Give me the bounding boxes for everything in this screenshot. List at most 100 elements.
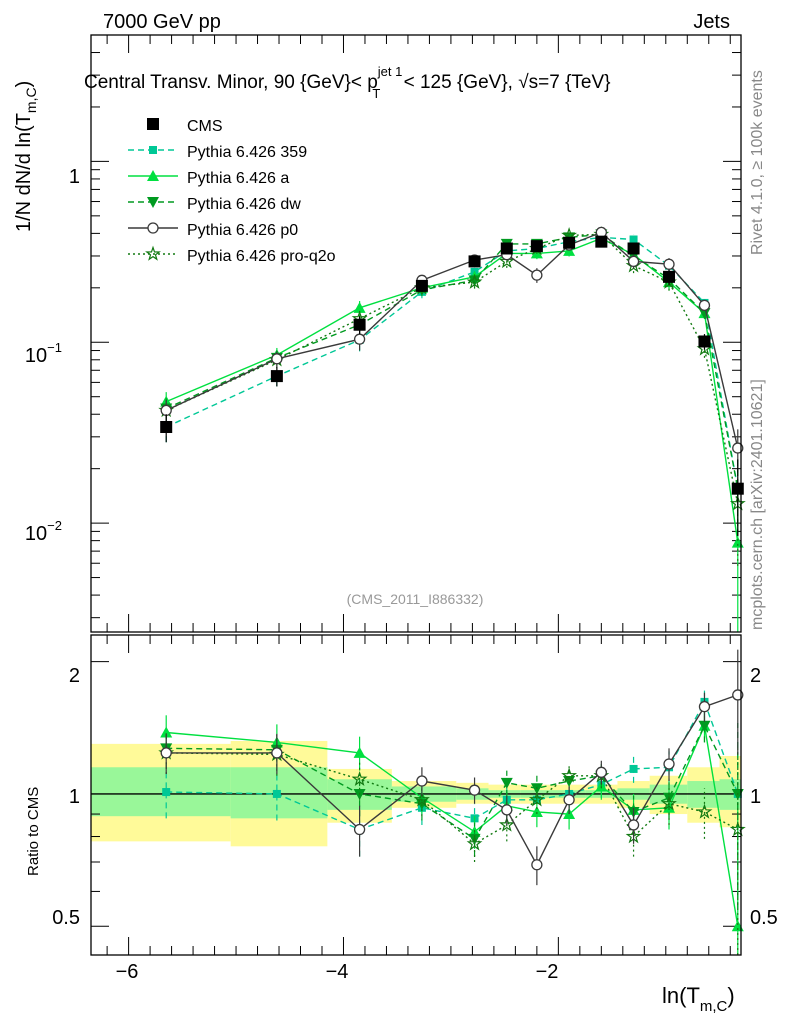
series-marker-ratio <box>500 777 513 789</box>
series-marker-main <box>271 353 283 365</box>
series-marker-main <box>663 258 675 270</box>
series-marker-ratio <box>663 758 675 770</box>
legend-label-p0: Pythia 6.426 p0 <box>187 222 298 239</box>
cms-data-point <box>731 482 744 495</box>
mcplots-reference-label: mcplots.cern.ch [arXiv:2401.10621] <box>749 379 766 630</box>
legend-marker <box>145 245 161 261</box>
collision-label: 7000 GeV pp <box>103 11 221 33</box>
series-marker-ratio <box>416 775 428 787</box>
cms-data-point <box>698 335 711 348</box>
series-marker-ratio <box>661 795 677 811</box>
legend-label-a: Pythia 6.426 a <box>187 170 289 187</box>
series-marker-ratio <box>466 835 483 851</box>
series-marker-ratio <box>561 767 578 783</box>
ratio-plot-frame <box>90 634 742 956</box>
cms-data-point <box>415 279 428 292</box>
cms-data-point <box>627 242 640 255</box>
series-marker-ratio <box>468 833 481 845</box>
series-marker-ratio <box>530 805 543 817</box>
series-marker-ratio <box>729 821 746 837</box>
series-marker-main <box>698 308 711 320</box>
legend-label-pro-q2o: Pythia 6.426 pro-q2o <box>187 248 336 265</box>
series-marker-main <box>732 442 744 454</box>
series-marker-ratio <box>732 689 744 701</box>
main-plot-frame <box>90 34 742 633</box>
ratio-y-tick-label-right: 2 <box>750 665 761 687</box>
legend-label-359: Pythia 6.426 359 <box>187 144 307 161</box>
series-marker-main <box>468 275 481 287</box>
main-y-tick-label: 10−1 <box>25 340 62 367</box>
data-series <box>158 226 746 955</box>
cms-data-point <box>595 235 608 248</box>
legend-label-cms: CMS <box>187 118 223 135</box>
series-marker-ratio <box>353 823 366 836</box>
cms-data-point <box>500 242 513 255</box>
cms-data-point <box>663 270 676 283</box>
legend-marker <box>147 197 159 208</box>
ratio-y-tick-label: 1 <box>69 786 80 808</box>
axis-ticks <box>91 34 741 955</box>
series-marker-ratio <box>498 816 515 832</box>
rivet-version-label: Rivet 4.1.0, ≥ 100k events <box>749 70 766 255</box>
ratio-y-tick-label: 2 <box>69 665 80 687</box>
series-marker-ratio <box>162 788 171 797</box>
series-marker-ratio <box>698 701 711 713</box>
series-marker-ratio <box>696 803 713 819</box>
ratio-y-tick-label-right: 1 <box>750 786 761 808</box>
legend-label-dw: Pythia 6.426 dw <box>187 196 301 213</box>
cms-data-point <box>160 420 173 433</box>
series-marker-ratio <box>160 726 173 738</box>
main-y-tick-label: 1 <box>69 166 80 188</box>
series-line-main <box>165 236 739 489</box>
series-marker-ratio <box>353 746 366 758</box>
legend-marker <box>147 170 159 181</box>
ratio-y-tick-label-right: 0.5 <box>750 907 778 929</box>
cms-data-point <box>270 370 283 383</box>
series-marker-ratio <box>629 764 638 773</box>
x-tick-label: −2 <box>536 961 559 983</box>
series-marker-ratio <box>501 804 513 816</box>
legend-marker <box>147 222 159 234</box>
series-marker-ratio <box>271 747 283 759</box>
series-marker-ratio <box>627 819 640 831</box>
series-marker-main <box>466 273 483 289</box>
cms-data-point <box>563 236 576 249</box>
legend: CMS Pythia 6.426 359 Pythia 6.426 a Pyth… <box>128 118 336 265</box>
category-label: Jets <box>693 11 730 33</box>
series-marker-main <box>498 253 515 269</box>
series-marker-main <box>627 255 640 268</box>
series-marker-ratio <box>413 791 430 807</box>
band-inner <box>91 767 231 817</box>
series-marker-main <box>629 235 638 244</box>
series-marker-main <box>160 404 172 417</box>
x-tick-label: −6 <box>116 961 139 983</box>
ratio-y-tick-label: 0.5 <box>52 907 80 929</box>
series-marker-main <box>731 536 744 548</box>
legend-marker <box>147 118 159 130</box>
ratio-y-axis-label: Ratio to CMS <box>25 787 42 876</box>
series-marker-ratio <box>468 784 481 796</box>
x-tick-label: −4 <box>326 961 349 983</box>
series-marker-ratio <box>272 789 281 798</box>
series-marker-ratio <box>160 747 172 759</box>
analysis-id-label: (CMS_2011_I886332) <box>347 591 484 607</box>
cms-data-point <box>468 255 481 268</box>
series-line-main <box>165 233 739 489</box>
main-y-axis-label: 1/N dN/d ln(Tm,C) <box>13 81 39 232</box>
series-marker-ratio <box>528 791 545 807</box>
series-marker-ratio <box>531 859 543 871</box>
series-marker-main <box>353 301 366 313</box>
series-marker-ratio <box>351 770 368 786</box>
cms-data-point <box>530 240 543 253</box>
series-marker-main <box>353 333 366 345</box>
series-marker-main <box>531 269 543 281</box>
main-y-tick-label: 10−2 <box>25 518 62 545</box>
x-axis-label: ln(Tm,C) <box>662 983 735 1015</box>
cms-data-point <box>353 318 366 331</box>
series-marker-main <box>698 299 711 311</box>
legend-marker <box>149 146 157 154</box>
series-marker-ratio <box>563 794 575 806</box>
series-marker-ratio <box>698 720 711 732</box>
